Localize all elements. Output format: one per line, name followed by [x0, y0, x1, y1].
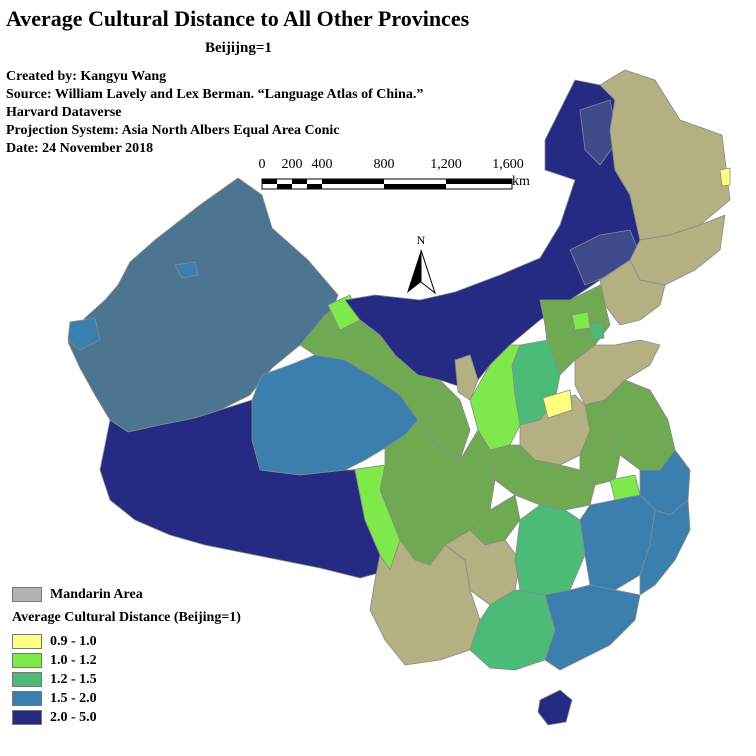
- legend-class-swatch: [12, 672, 42, 687]
- scale-tick-1600: 1,600: [492, 157, 524, 172]
- legend-mandarin-row: Mandarin Area: [12, 585, 241, 604]
- legend-class-label: 1.5 - 2.0: [50, 690, 97, 706]
- region-anhui: [579, 399, 621, 486]
- region-liaoning: [599, 259, 666, 326]
- scale-bar: [261, 178, 513, 190]
- scale-tick-1200: 1,200: [430, 157, 462, 172]
- legend-class-row: 2.0 - 5.0: [12, 708, 241, 727]
- map-title: Average Cultural Distance to All Other P…: [6, 6, 470, 31]
- legend: Mandarin Area Average Cultural Distance …: [12, 585, 241, 727]
- region-guangdong: [544, 584, 641, 671]
- legend-class-swatch: [12, 710, 42, 725]
- legend-classes: 0.9 - 1.0 1.0 - 1.2 1.2 - 1.5 1.5 - 2.0 2.0 …: [12, 632, 241, 727]
- credit-projection: Projection System: Asia North Albers Equ…: [6, 123, 340, 138]
- legend-class-row: 1.2 - 1.5: [12, 670, 241, 689]
- scale-unit: km: [512, 174, 530, 189]
- region-tianjin: [589, 321, 605, 341]
- north-arrow-label: N: [417, 233, 426, 247]
- region-inner-mongolia-east: [579, 99, 619, 166]
- provinces: [67, 69, 731, 726]
- legend-class-label: 1.2 - 1.5: [50, 671, 97, 687]
- north-arrow-icon: [407, 249, 436, 295]
- legend-class-swatch: [12, 691, 42, 706]
- legend-class-label: 0.9 - 1.0: [50, 633, 97, 649]
- legend-class-row: 1.5 - 2.0: [12, 689, 241, 708]
- region-hunan: [514, 504, 586, 596]
- legend-title: Average Cultural Distance (Beijing=1): [12, 610, 241, 625]
- legend-class-swatch: [12, 634, 42, 649]
- credits-block: Created by: Kangyu Wang Source: William …: [6, 68, 423, 158]
- region-xinjiang-west: [67, 317, 101, 351]
- credit-publisher: Harvard Dataverse: [6, 105, 122, 120]
- legend-class-label: 2.0 - 5.0: [50, 709, 97, 725]
- legend-class-label: 1.0 - 1.2: [50, 652, 97, 668]
- credit-date: Date: 24 November 2018: [6, 141, 154, 156]
- credit-author: Created by: Kangyu Wang: [6, 69, 167, 84]
- legend-class-row: 0.9 - 1.0: [12, 632, 241, 651]
- legend-class-row: 1.0 - 1.2: [12, 651, 241, 670]
- region-shandong: [574, 339, 661, 406]
- region-xinjiang-lake: [174, 261, 199, 279]
- scale-tick-800: 800: [373, 157, 395, 172]
- scale-tick-400: 400: [311, 157, 333, 172]
- region-yunnan: [369, 539, 481, 666]
- credit-source: Source: William Lavely and Lex Berman. “…: [6, 87, 424, 102]
- legend-mandarin-swatch: [12, 587, 42, 602]
- region-ningxia: [454, 354, 479, 401]
- region-beijing: [571, 311, 591, 331]
- region-guangxi: [469, 589, 556, 671]
- map-subtitle: Beijijng=1: [205, 40, 272, 56]
- region-heilongjiang-tip: [719, 167, 731, 187]
- scale-tick-0: 0: [258, 157, 266, 172]
- region-fujian: [639, 499, 691, 596]
- region-hainan: [537, 689, 573, 726]
- legend-mandarin-label: Mandarin Area: [50, 586, 143, 602]
- scale-tick-200: 200: [281, 157, 303, 172]
- legend-class-swatch: [12, 653, 42, 668]
- region-henan-yellow: [542, 389, 573, 419]
